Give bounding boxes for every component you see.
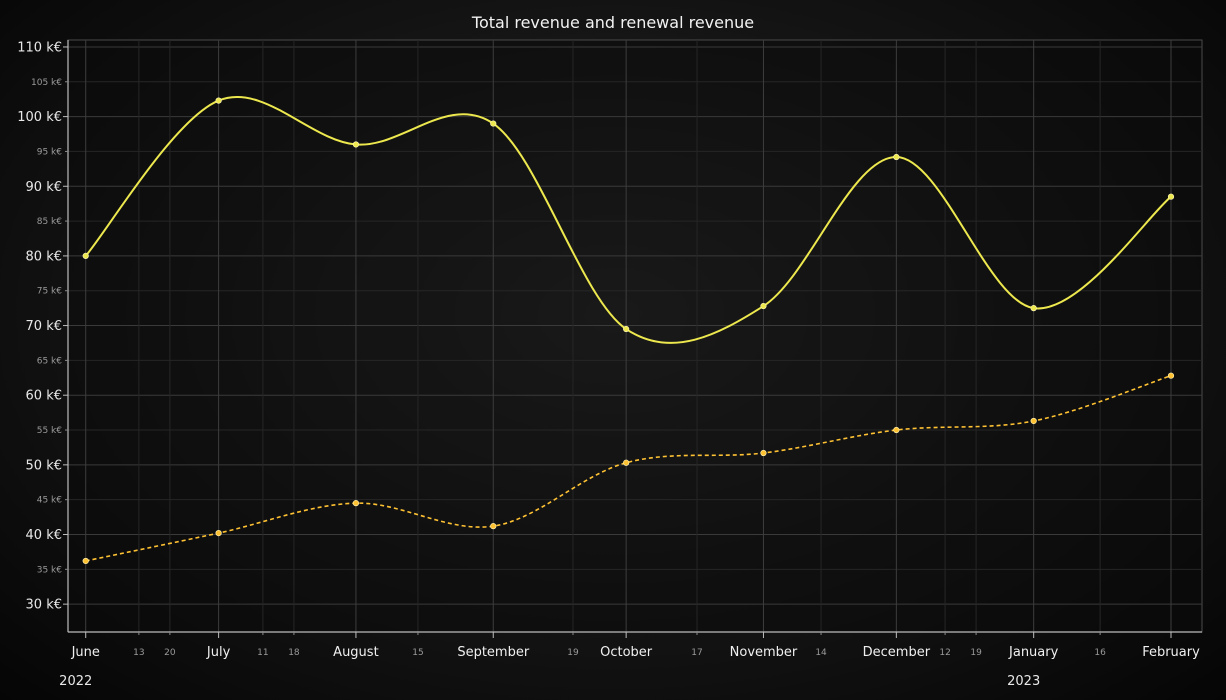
y-tick-label: 40 k€ — [26, 528, 62, 543]
x-tick-label: September — [457, 645, 530, 660]
data-point — [1167, 372, 1175, 379]
x-tick-minor-label: 15 — [412, 648, 423, 658]
x-tick-minor-label: 19 — [567, 648, 579, 658]
data-point — [82, 557, 89, 565]
series — [82, 95, 1175, 565]
plot-area — [67, 39, 1203, 633]
axis-ticks: 110 k€ 100 k€ 90 k€ 80 k€ 70 k€ 60 k€ 50 k€ 40 … — [17, 40, 1200, 689]
data-point — [623, 459, 630, 466]
data-point — [760, 302, 767, 310]
series-line-renewal — [85, 374, 1172, 562]
x-tick-minor-label: 13 — [133, 648, 144, 658]
x-tick-label: August — [333, 645, 379, 660]
x-tick-minor-label: 12 — [939, 648, 950, 658]
data-point — [352, 500, 360, 507]
x-tick-minor-label: 19 — [970, 648, 982, 658]
data-point — [893, 153, 900, 161]
data-point — [490, 120, 497, 127]
y-tick-label: 90 k€ — [26, 180, 62, 195]
data-point — [490, 523, 497, 530]
data-point — [760, 449, 767, 457]
data-point — [215, 97, 222, 104]
y-tick-minor-label: 35 k€ — [37, 565, 63, 575]
y-tick-minor-label: 45 k€ — [37, 496, 63, 506]
y-tick-minor-label: 75 k€ — [37, 287, 63, 297]
x-tick-label: December — [863, 645, 931, 660]
x-tick-minor-label: 16 — [1094, 648, 1106, 658]
y-tick-label: 60 k€ — [26, 389, 62, 404]
x-tick-label: February — [1142, 645, 1200, 660]
x-year-label: 2023 — [1007, 674, 1040, 689]
grid — [68, 40, 1202, 632]
x-tick-label: July — [206, 645, 231, 660]
data-point — [893, 426, 900, 434]
y-tick-label: 110 k€ — [17, 40, 62, 55]
x-tick-minor-label: 20 — [164, 648, 176, 658]
data-point — [1030, 305, 1037, 312]
y-tick-label: 30 k€ — [26, 598, 62, 613]
y-tick-label: 100 k€ — [17, 110, 62, 125]
data-point — [352, 141, 360, 148]
y-tick-minor-label: 65 k€ — [37, 356, 63, 366]
x-year-label: 2022 — [59, 674, 92, 689]
y-tick-label: 70 k€ — [26, 319, 62, 334]
y-tick-label: 50 k€ — [26, 458, 62, 473]
x-tick-label: January — [1008, 645, 1059, 660]
x-tick-minor-label: 18 — [288, 648, 300, 658]
data-point — [215, 530, 222, 537]
y-tick-minor-label: 55 k€ — [37, 426, 63, 436]
x-tick-minor-label: 14 — [815, 648, 827, 658]
y-tick-label: 80 k€ — [26, 249, 62, 264]
y-tick-minor-label: 95 k€ — [37, 147, 63, 157]
x-tick-label: November — [730, 645, 798, 660]
x-tick-label: June — [71, 645, 100, 660]
data-point — [1167, 193, 1175, 200]
y-tick-minor-label: 105 k€ — [31, 78, 62, 88]
x-tick-minor-label: 17 — [691, 648, 702, 658]
data-point — [623, 325, 630, 333]
y-tick-minor-label: 85 k€ — [37, 217, 63, 227]
x-tick-minor-label: 11 — [257, 648, 268, 658]
data-point — [82, 252, 89, 260]
data-point — [1030, 417, 1037, 425]
chart-title: Total revenue and renewal revenue — [471, 13, 754, 32]
x-tick-label: October — [600, 645, 653, 660]
